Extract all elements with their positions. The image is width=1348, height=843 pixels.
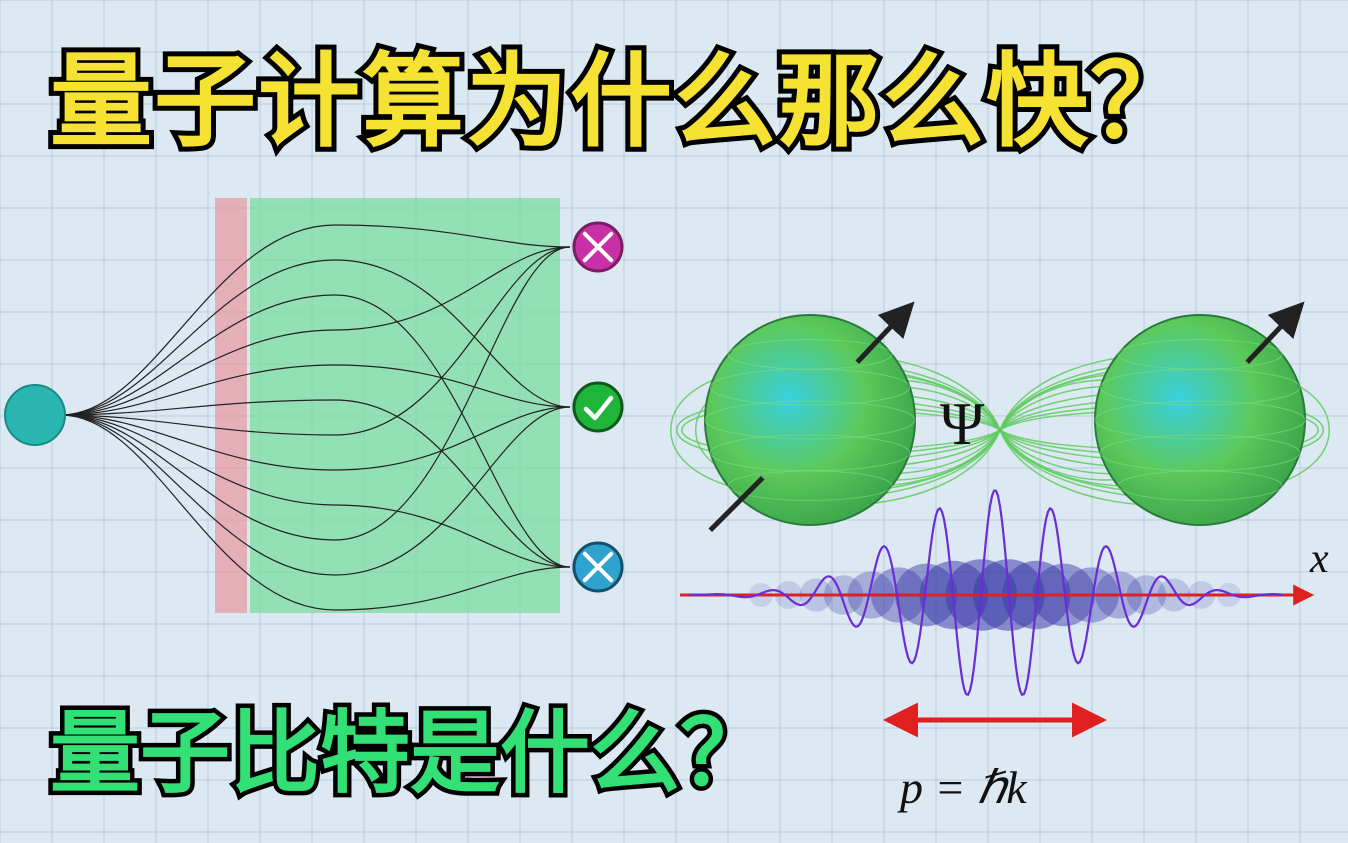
momentum-formula: p = ℏk <box>900 760 1027 814</box>
title-bottom: 量子比特是什么？ <box>50 680 770 810</box>
psi-label: Ψ <box>940 390 984 459</box>
title-top: 量子计算为什么那么快？ <box>50 20 1194 167</box>
x-axis-label: x <box>1310 535 1329 583</box>
